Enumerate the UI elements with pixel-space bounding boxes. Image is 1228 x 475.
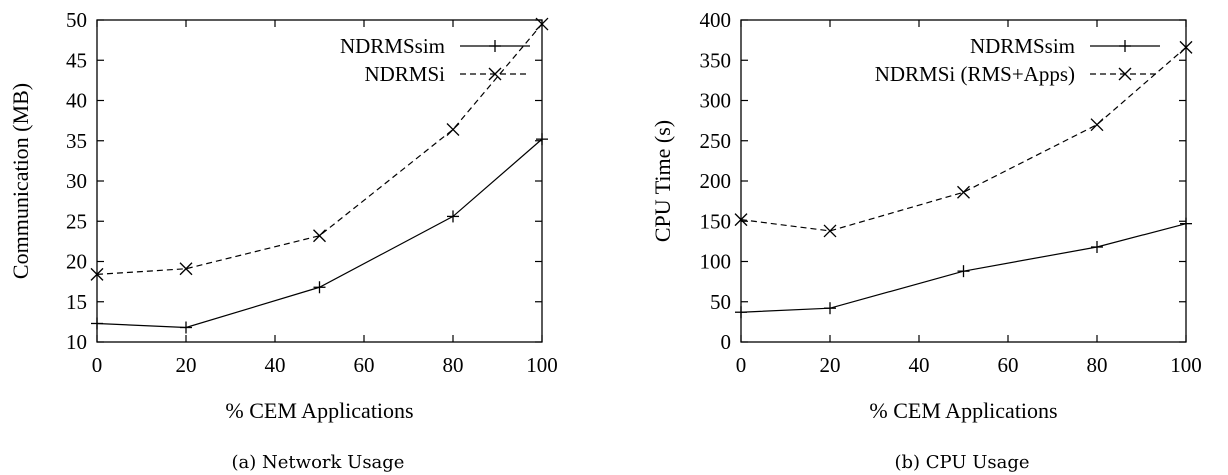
- y-tick-label: 35: [66, 129, 87, 153]
- y-tick-label: 150: [700, 209, 732, 233]
- y-axis-label: CPU Time (s): [650, 120, 675, 242]
- y-tick-label: 350: [700, 48, 732, 72]
- x-tick-label: 60: [998, 353, 1019, 377]
- x-tick-label: 20: [176, 353, 197, 377]
- y-tick-label: 30: [66, 169, 87, 193]
- figure-caption: (a) Network Usage: [232, 452, 405, 473]
- y-tick-label: 200: [700, 169, 732, 193]
- data-point: [179, 262, 193, 276]
- x-tick-label: 40: [909, 353, 930, 377]
- legend-marker: [488, 67, 502, 81]
- data-point: [1090, 118, 1104, 132]
- data-point: [734, 213, 748, 227]
- series-ndrmssim: [735, 217, 1192, 319]
- data-point: [447, 210, 459, 223]
- y-tick-label: 10: [66, 330, 87, 354]
- legend-entry: NDRMSi (RMS+Apps): [875, 62, 1160, 86]
- data-point: [823, 224, 837, 238]
- y-tick-label: 0: [721, 330, 732, 354]
- x-tick-label: 60: [354, 353, 375, 377]
- y-axis-label: Communication (MB): [8, 83, 33, 279]
- legend-marker: [489, 40, 501, 52]
- y-tick-label: 100: [700, 250, 732, 274]
- series-line: [96, 23, 543, 275]
- series-ndrmsi: [90, 17, 549, 281]
- data-point: [90, 267, 104, 281]
- y-tick-label: 50: [710, 290, 731, 314]
- data-point: [1179, 40, 1193, 54]
- data-point: [313, 229, 326, 243]
- x-axis-label: % CEM Applications: [869, 398, 1057, 423]
- y-tick-label: 250: [700, 129, 732, 153]
- x-tick-label: 80: [1087, 353, 1108, 377]
- data-point: [446, 123, 460, 136]
- legend-entry: NDRMSsim: [340, 34, 530, 58]
- data-point: [735, 306, 747, 319]
- legend-label: NDRMSsim: [970, 34, 1075, 58]
- y-tick-label: 50: [66, 8, 87, 32]
- y-tick-label: 20: [66, 250, 87, 274]
- y-tick-label: 45: [66, 48, 87, 72]
- chart-network-usage: 0 20 40 60 80 100 10 15 20 25 30 35 40 45 50 % CEM Appl…: [8, 8, 558, 473]
- data-point: [824, 302, 836, 315]
- legend-label: NDRMSi (RMS+Apps): [875, 62, 1075, 86]
- x-tick-label: 0: [92, 353, 103, 377]
- y-tick-label: 25: [66, 209, 87, 233]
- legend-entry: NDRMSi: [364, 62, 530, 86]
- y-tick-label: 15: [66, 290, 87, 314]
- y-tick-label: 40: [66, 89, 87, 113]
- legend-entry: NDRMSsim: [970, 34, 1160, 58]
- legend-label: NDRMSi: [364, 62, 445, 86]
- plot-frame: [96, 19, 543, 343]
- x-tick-label: 20: [820, 353, 841, 377]
- x-tick-label: 40: [265, 353, 286, 377]
- legend-label: NDRMSsim: [340, 34, 445, 58]
- series-line: [96, 138, 543, 329]
- x-tick-label: 80: [443, 353, 464, 377]
- series-ndrmssim: [91, 133, 548, 334]
- legend-marker: [1119, 40, 1131, 52]
- legend-marker: [1118, 67, 1132, 81]
- data-point: [957, 185, 970, 199]
- series-ndrmsi: [734, 40, 1193, 238]
- x-axis-label: % CEM Applications: [225, 398, 413, 423]
- data-point: [1180, 217, 1192, 230]
- x-tick-label: 100: [1170, 353, 1202, 377]
- data-point: [1091, 241, 1103, 254]
- y-tick-label: 300: [700, 89, 732, 113]
- data-point: [957, 265, 970, 278]
- y-tick-label: 400: [700, 8, 732, 32]
- chart-cpu-usage: 0 20 40 60 80 100 0 50 100 150 200 250 300 350 400 % CE…: [650, 8, 1202, 473]
- data-point: [536, 133, 548, 146]
- data-point: [180, 321, 192, 334]
- data-point: [313, 281, 326, 294]
- figure-caption: (b) CPU Usage: [894, 452, 1029, 473]
- x-tick-label: 100: [526, 353, 558, 377]
- data-point: [91, 317, 103, 330]
- data-point: [535, 17, 549, 31]
- x-tick-label: 0: [736, 353, 747, 377]
